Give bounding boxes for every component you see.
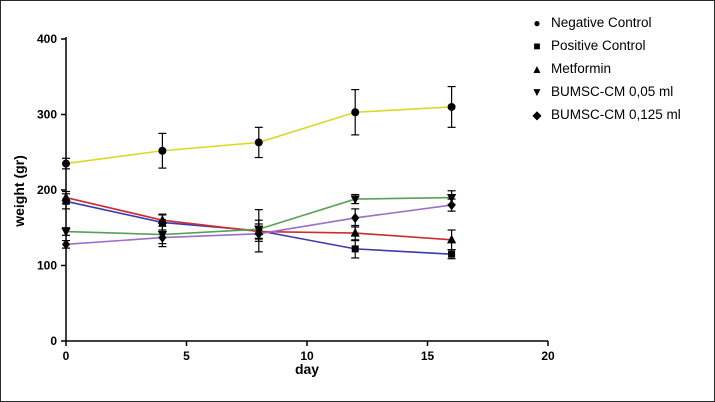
axes bbox=[65, 37, 548, 342]
legend-label: BUMSC-CM 0,05 ml bbox=[551, 84, 674, 99]
triangle-down-marker-icon: ▼ bbox=[531, 84, 543, 99]
triangle-up-marker-icon: ▲ bbox=[531, 61, 543, 76]
legend-label: Metformin bbox=[551, 61, 612, 76]
x-axis-title: day bbox=[294, 361, 320, 377]
diamond-marker-icon: ◆ bbox=[532, 107, 542, 122]
legend-label: BUMSC-CM 0,125 ml bbox=[551, 107, 681, 122]
x-tick-label: 0 bbox=[63, 349, 70, 363]
y-tick-label: 300 bbox=[37, 108, 57, 122]
y-axis-title: weight (gr) bbox=[11, 155, 27, 227]
legend-item: ▲ Metformin bbox=[529, 57, 709, 80]
y-tick-label: 400 bbox=[37, 32, 57, 46]
y-tick-label: 100 bbox=[37, 259, 57, 273]
x-tick-label: 15 bbox=[421, 349, 435, 363]
x-tick-label: 10 bbox=[300, 349, 314, 363]
y-tick-label: 0 bbox=[50, 334, 57, 348]
series-circle bbox=[62, 85, 456, 170]
legend-label: Positive Control bbox=[551, 38, 646, 53]
x-tick-label: 5 bbox=[183, 349, 190, 363]
y-tick-label: 200 bbox=[37, 183, 57, 197]
legend-item: ◆ BUMSC-CM 0,125 ml bbox=[529, 103, 709, 126]
square-marker-icon: ■ bbox=[533, 38, 541, 53]
legend-item: ■ Positive Control bbox=[529, 34, 709, 57]
legend: ● Negative Control ■ Positive Control ▲ … bbox=[529, 11, 709, 126]
legend-item: ▼ BUMSC-CM 0,05 ml bbox=[529, 80, 709, 103]
series-diamond bbox=[62, 198, 456, 250]
legend-label: Negative Control bbox=[551, 15, 652, 30]
x-tick-label: 20 bbox=[541, 349, 555, 363]
x-axis-ticks: 0 5 10 15 20 bbox=[63, 341, 555, 363]
legend-item: ● Negative Control bbox=[529, 11, 709, 34]
y-axis-ticks: 0 100 200 300 400 bbox=[37, 32, 66, 348]
circle-marker-icon: ● bbox=[533, 15, 541, 30]
